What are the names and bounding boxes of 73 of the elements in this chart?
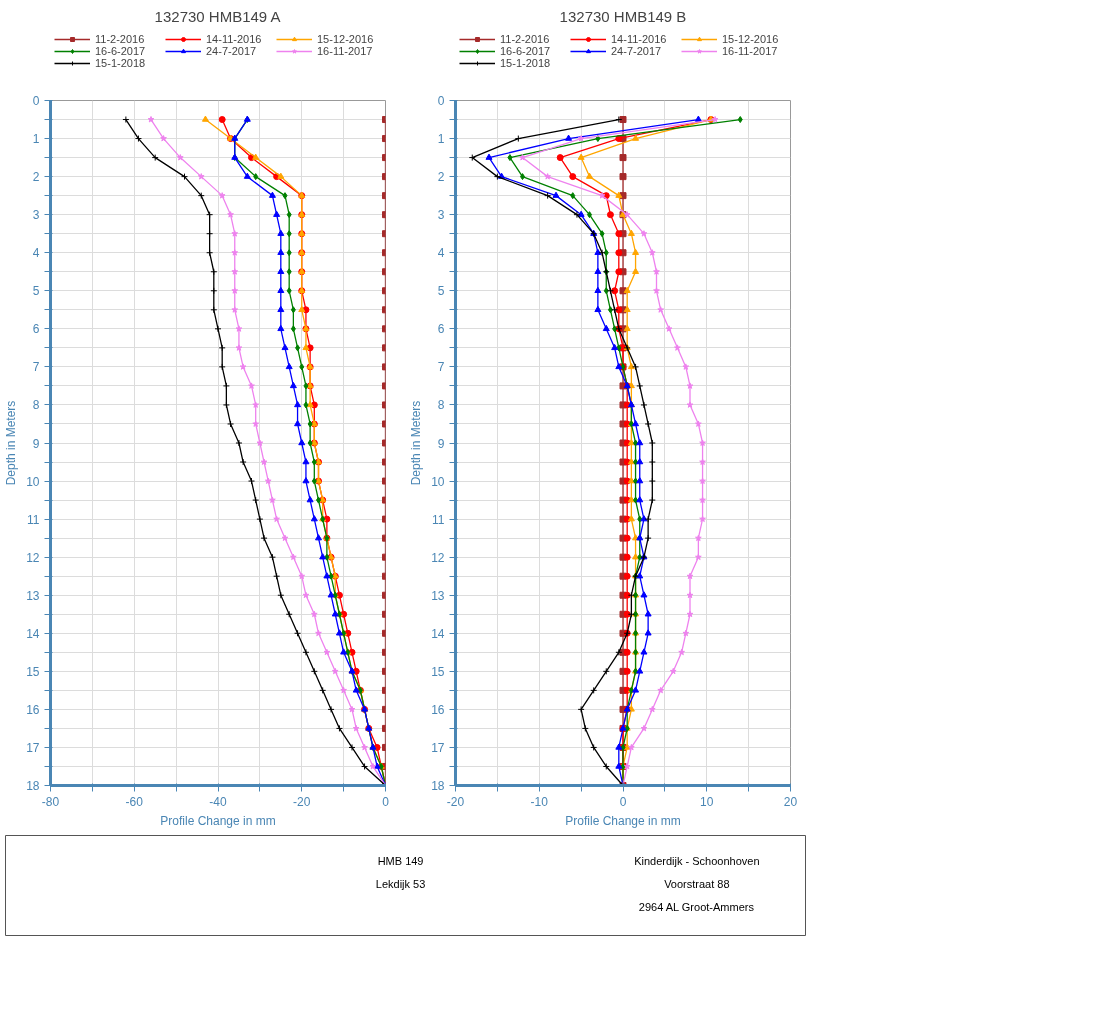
y-tick-label: 12	[26, 550, 40, 565]
y-tick-label: 0	[437, 94, 445, 108]
x-tick-label: -60	[125, 794, 144, 809]
chart-title: 132730 HMB149 B	[559, 7, 687, 25]
y-axis-title: Depth in Meters	[409, 400, 424, 486]
y-tick-label: 5	[32, 284, 40, 299]
x-tick-label: 0	[382, 794, 390, 809]
y-tick-label: 5	[437, 284, 445, 299]
y-tick-label: 7	[32, 360, 40, 375]
y-tick-label: 11	[27, 512, 40, 527]
y-tick-label: 6	[437, 322, 445, 337]
y-tick-label: 15	[26, 664, 40, 679]
y-tick-label: 9	[437, 436, 445, 451]
y-tick-label: 14	[26, 626, 40, 641]
y-tick-label: 8	[437, 398, 445, 413]
x-tick-label: -20	[446, 794, 465, 809]
y-tick-label: 10	[26, 474, 40, 489]
legend-label: 14-11-2016	[611, 33, 668, 45]
legend-label: 16-11-2017	[722, 45, 779, 57]
y-tick-label: 0	[32, 94, 40, 108]
y-tick-label: 17	[431, 740, 445, 755]
legend-label: 11-2-2016	[95, 33, 146, 45]
x-tick-label: 20	[783, 794, 798, 809]
y-tick-label: 10	[431, 474, 445, 489]
y-tick-label: 8	[32, 398, 40, 413]
y-tick-label: 17	[26, 740, 40, 755]
y-tick-label: 11	[432, 512, 445, 527]
y-tick-label: 1	[437, 132, 445, 147]
y-tick-label: 14	[431, 626, 445, 641]
x-tick-label: -40	[209, 794, 227, 809]
text: Kinderdijk - Schoonhoven	[634, 854, 760, 867]
text: Lekdijk 53	[375, 877, 426, 890]
x-axis-title: Profile Change in mm	[565, 813, 681, 828]
y-tick-label: 7	[437, 360, 445, 375]
y-tick-label: 18	[26, 779, 40, 793]
legend-label: 15-1-2018	[95, 57, 147, 69]
x-axis-title: Profile Change in mm	[160, 813, 276, 828]
legend-label: 15-12-2016	[317, 33, 375, 45]
legend-label: 24-7-2017	[611, 45, 663, 57]
y-tick-label: 3	[437, 208, 445, 223]
y-tick-label: 1	[32, 132, 40, 147]
y-tick-label: 9	[32, 436, 40, 451]
y-tick-label: 3	[32, 208, 40, 223]
y-axis-title: Depth in Meters	[4, 400, 19, 486]
x-tick-label: -10	[530, 794, 549, 809]
y-tick-label: 16	[431, 702, 445, 717]
legend-label: 16-6-2017	[95, 45, 147, 57]
y-tick-label: 6	[32, 322, 40, 337]
text: 2964 AL Groot-Ammers	[638, 901, 755, 914]
x-tick-label: -80	[41, 794, 60, 809]
y-tick-label: 13	[431, 588, 445, 603]
y-tick-label: 2	[437, 170, 445, 185]
y-tick-label: 4	[437, 246, 445, 261]
x-tick-label: 0	[619, 794, 627, 809]
legend-label: 11-2-2016	[500, 33, 551, 45]
text: Voorstraat 88	[664, 877, 730, 890]
legend-label: 15-1-2018	[500, 57, 552, 69]
legend-label: 16-6-2017	[500, 45, 552, 57]
y-tick-label: 2	[32, 170, 40, 185]
y-tick-label: 13	[26, 588, 40, 603]
y-tick-label: 4	[32, 246, 40, 261]
legend-label: 24-7-2017	[206, 45, 258, 57]
chart-title: 132730 HMB149 A	[154, 7, 281, 25]
x-tick-label: 10	[700, 794, 714, 809]
text: HMB 149	[377, 854, 424, 867]
legend-label: 14-11-2016	[206, 33, 263, 45]
y-tick-label: 18	[431, 779, 445, 793]
y-tick-label: 16	[26, 702, 40, 717]
legend-label: 15-12-2016	[722, 33, 780, 45]
y-tick-label: 15	[431, 664, 445, 679]
legend-label: 16-11-2017	[317, 45, 374, 57]
y-tick-label: 12	[431, 550, 445, 565]
x-tick-label: -20	[293, 794, 311, 809]
